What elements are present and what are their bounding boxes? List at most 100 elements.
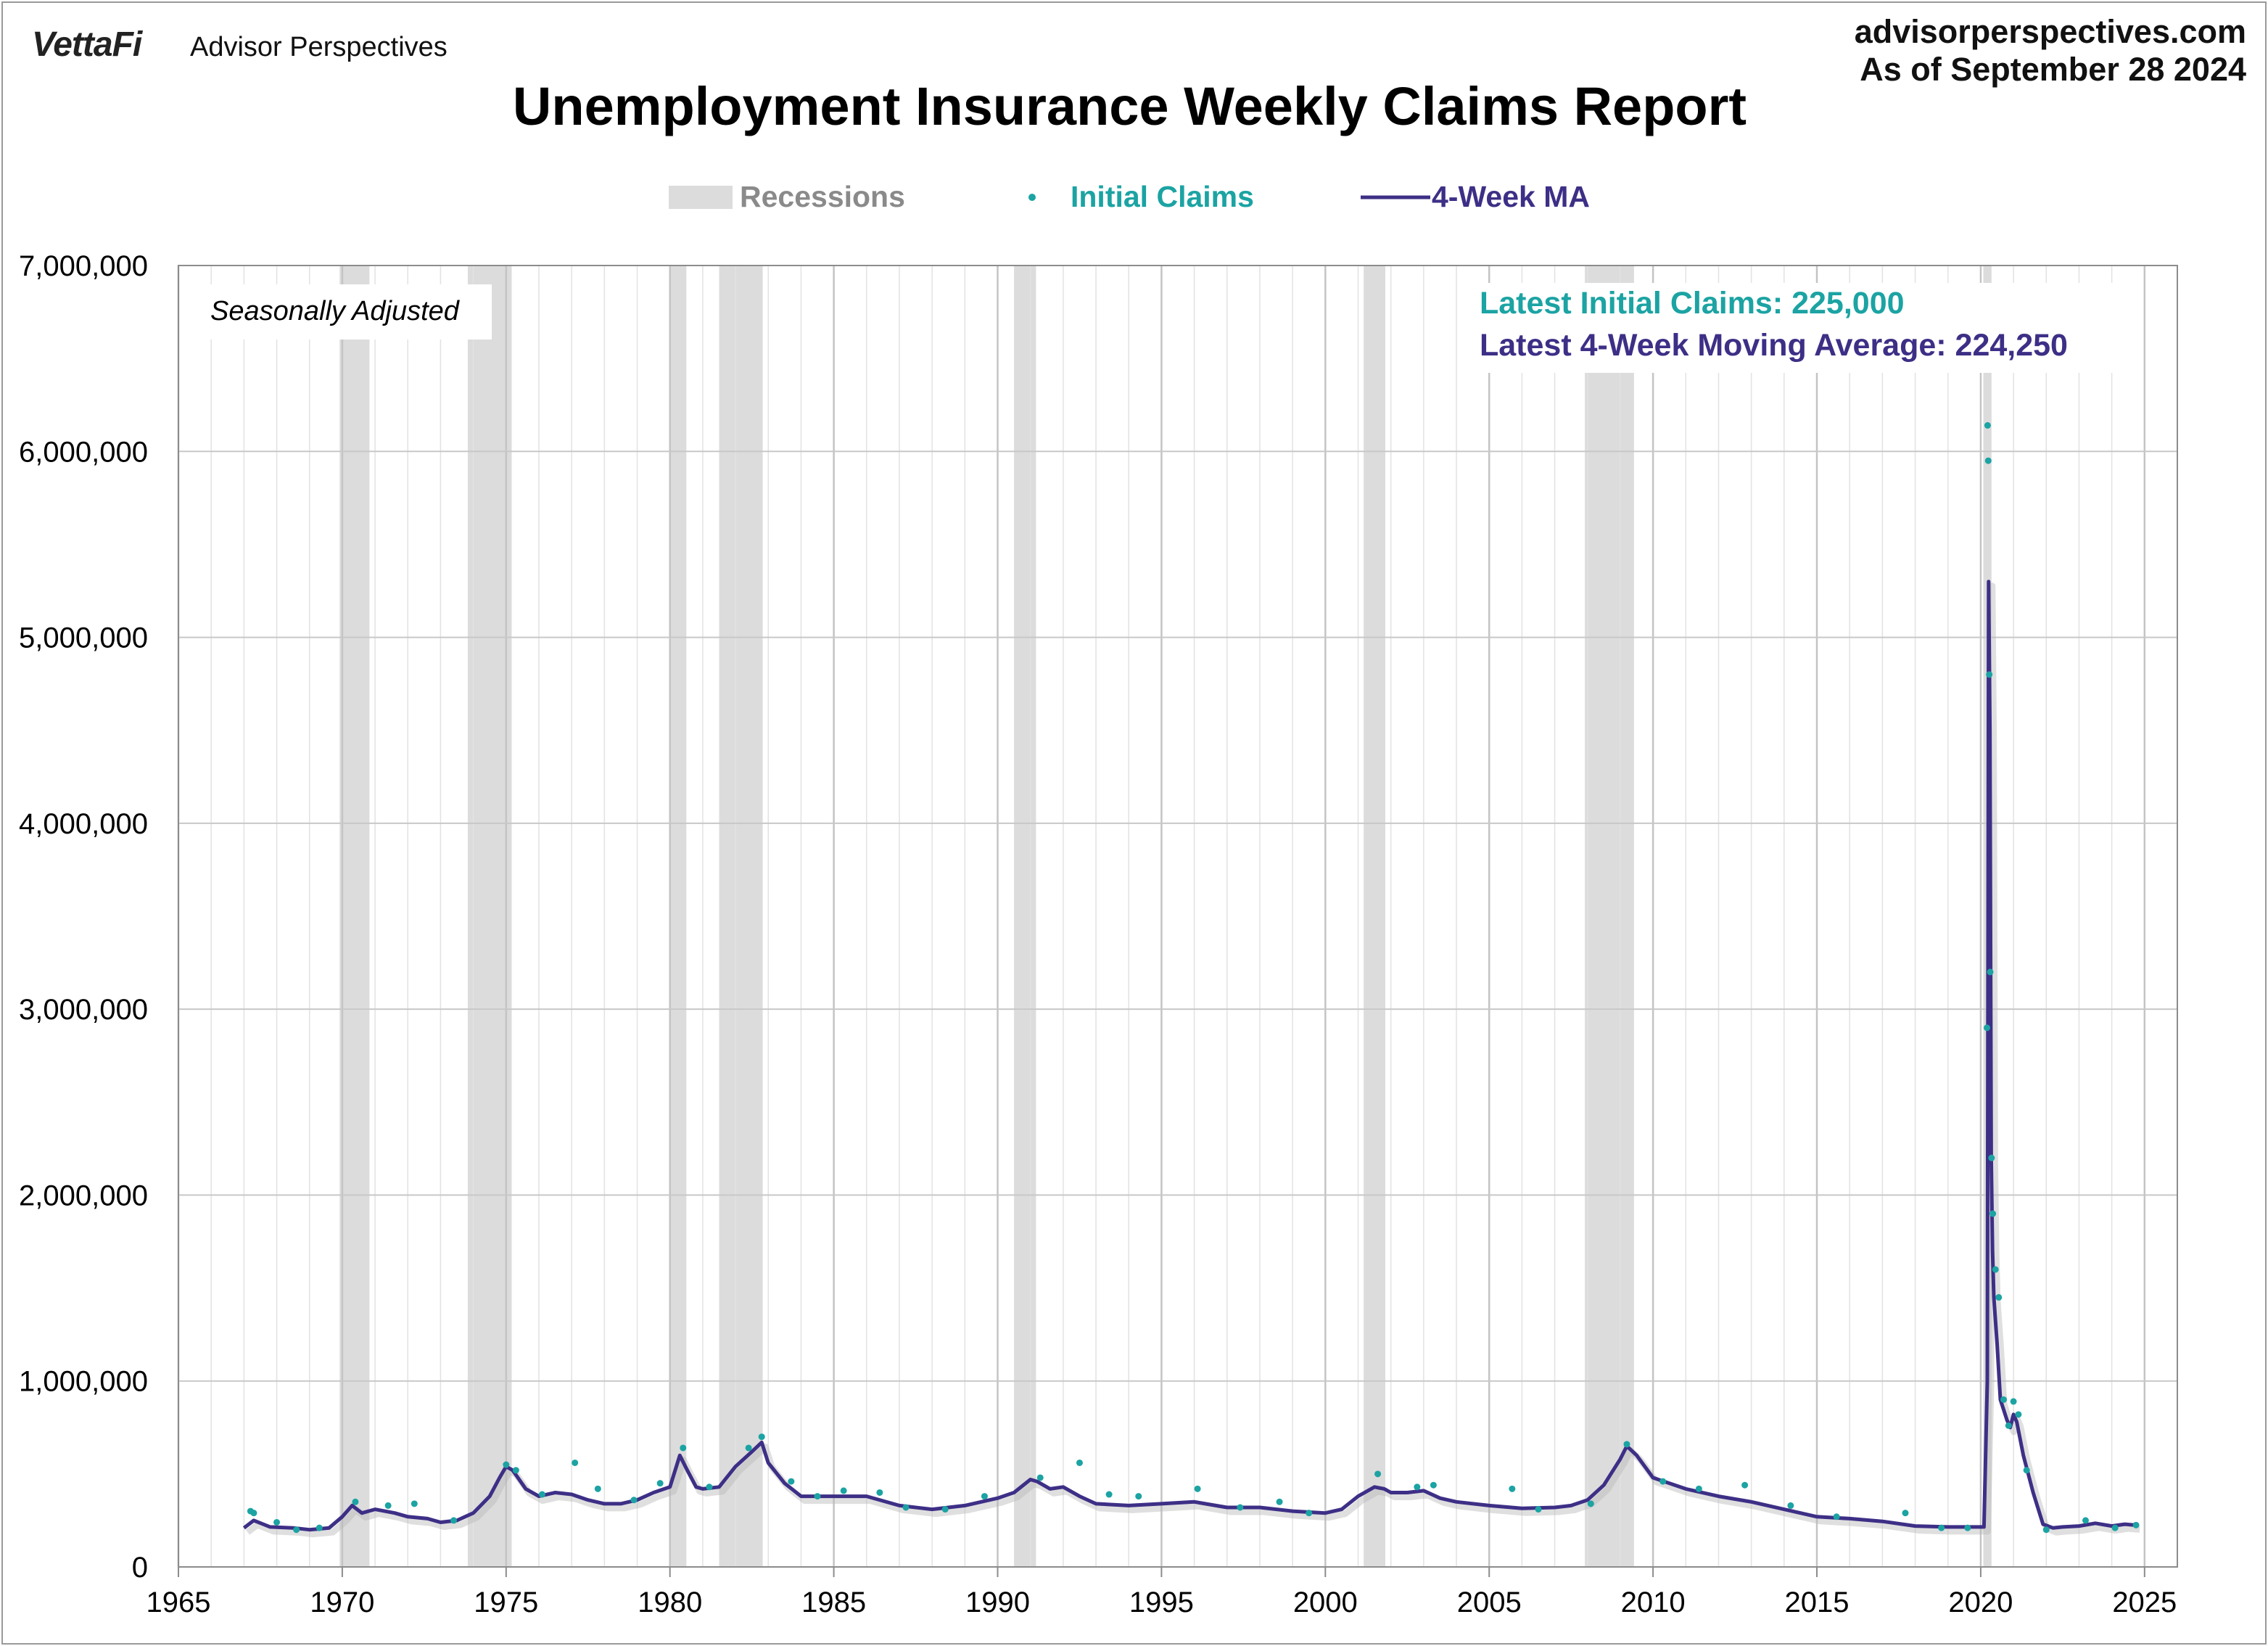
initial-claims-point (572, 1459, 579, 1466)
initial-claims-point (316, 1524, 323, 1531)
initial-claims-point (1036, 1474, 1044, 1481)
initial-claims-point (1902, 1510, 1909, 1517)
initial-claims-point (2023, 1467, 2030, 1474)
initial-claims-point (1276, 1498, 1283, 1505)
initial-claims-point (680, 1444, 687, 1452)
x-tick-label: 1970 (310, 1587, 374, 1618)
recession-band (1364, 266, 1385, 1567)
x-tick-label: 1965 (147, 1587, 211, 1618)
x-tick-label: 2010 (1621, 1587, 1686, 1618)
initial-claims-point (1995, 1293, 2003, 1301)
initial-claims-point (788, 1478, 795, 1485)
latest-moving-average: Latest 4-Week Moving Average: 224,250 (1480, 328, 2068, 363)
initial-claims-point (1623, 1441, 1630, 1448)
initial-claims-point (2005, 1422, 2012, 1429)
initial-claims-point (814, 1493, 821, 1500)
initial-claims-point (630, 1497, 638, 1504)
initial-claims-point (1509, 1485, 1516, 1492)
y-axis-tick-labels: 0 1,000,000 2,000,000 3,000,000 4,000,000 5,0… (19, 250, 148, 1584)
initial-claims-point (1938, 1524, 1945, 1531)
recession-band (467, 266, 512, 1567)
x-tick-label: 1975 (474, 1587, 538, 1618)
initial-claims-point (2010, 1398, 2017, 1405)
initial-claims-point (384, 1502, 392, 1509)
x-tick-label: 2015 (1785, 1587, 1850, 1618)
recession-bands (339, 266, 1992, 1567)
initial-claims-point (1306, 1510, 1313, 1517)
x-tick-label: 1995 (1129, 1587, 1194, 1618)
seasonally-adjusted-note: Seasonally Adjusted (210, 296, 461, 326)
initial-claims-point (250, 1510, 257, 1517)
recession-band (719, 266, 763, 1567)
moving-average-shadow (245, 583, 2140, 1538)
initial-claims-point (1414, 1484, 1421, 1491)
initial-claims-point (1741, 1481, 1749, 1489)
y-tick-label: 6,000,000 (19, 436, 148, 468)
y-tick-label: 7,000,000 (19, 250, 148, 282)
legend-ma-label: 4-Week MA (1432, 180, 1590, 213)
initial-claims-point (2015, 1411, 2022, 1418)
x-axis-tick-labels: 1965 1970 1975 1980 1985 1990 1995 2000 2005 2010… (147, 1567, 2177, 1618)
initial-claims-point (902, 1504, 910, 1511)
initial-claims-point (1992, 1266, 1999, 1273)
initial-claims-point (1659, 1478, 1667, 1485)
chart-title: Unemployment Insurance Weekly Claims Rep… (512, 76, 1747, 136)
initial-claims-point (1987, 968, 1994, 976)
legend: Recessions Initial Claims 4-Week MA (669, 180, 1590, 213)
initial-claims-point (1105, 1491, 1113, 1498)
y-tick-label: 4,000,000 (19, 808, 148, 840)
plot-area-border (178, 265, 2178, 1568)
initial-claims-point (1833, 1513, 1840, 1521)
initial-claims-point (503, 1461, 510, 1468)
recession-band (339, 266, 370, 1567)
initial-claims-point (981, 1493, 988, 1500)
initial-claims-point (512, 1467, 519, 1474)
initial-claims-point (1787, 1502, 1794, 1509)
initial-claims-point (1135, 1493, 1142, 1500)
initial-claims-point (840, 1487, 847, 1494)
x-tick-label: 1985 (801, 1587, 866, 1618)
brand-subtitle: Advisor Perspectives (190, 32, 448, 62)
x-tick-label: 2000 (1293, 1587, 1358, 1618)
initial-claims-point (2082, 1517, 2089, 1524)
legend-initial-claims-label: Initial Claims (1071, 180, 1254, 213)
legend-initial-claims-marker (1028, 194, 1036, 201)
initial-claims-point (1984, 457, 1992, 464)
x-tick-label: 2020 (1948, 1587, 2013, 1618)
initial-claims-point (876, 1489, 883, 1496)
recession-band (1585, 266, 1634, 1567)
initial-claims-point (745, 1444, 752, 1452)
initial-claims-point (706, 1484, 713, 1491)
initial-claims-point (293, 1526, 300, 1534)
x-tick-label: 2005 (1457, 1587, 1522, 1618)
site-url: advisorperspectives.com (1854, 13, 2246, 50)
y-tick-label: 1,000,000 (19, 1366, 148, 1398)
recession-band (1014, 266, 1036, 1567)
initial-claims-point (2111, 1524, 2119, 1531)
initial-claims-point (1587, 1500, 1594, 1507)
initial-claims-point (594, 1485, 601, 1492)
initial-claims-point (1374, 1470, 1382, 1478)
initial-claims-point (1964, 1524, 1971, 1531)
initial-claims-point (1535, 1506, 1542, 1513)
initial-claims-point (1984, 421, 1991, 429)
initial-claims-point (411, 1500, 418, 1507)
moving-average-line (242, 580, 2137, 1532)
initial-claims-point (539, 1491, 546, 1498)
grid-lines (177, 265, 2178, 1567)
recession-band (669, 266, 687, 1567)
latest-values-box (1465, 283, 2118, 373)
latest-initial-claims: Latest Initial Claims: 225,000 (1480, 286, 1905, 321)
note-box (196, 284, 492, 340)
y-tick-label: 2,000,000 (19, 1180, 148, 1211)
vettafi-logo: VettaFi (32, 25, 142, 64)
initial-claims-point (1695, 1485, 1702, 1492)
y-tick-label: 5,000,000 (19, 622, 148, 654)
initial-claims-point (352, 1498, 359, 1505)
initial-claims-point (2042, 1526, 2050, 1534)
initial-claims-point (1076, 1459, 1083, 1466)
y-tick-label: 3,000,000 (19, 994, 148, 1026)
initial-claims-point (758, 1433, 765, 1441)
x-tick-label: 1990 (965, 1587, 1030, 1618)
